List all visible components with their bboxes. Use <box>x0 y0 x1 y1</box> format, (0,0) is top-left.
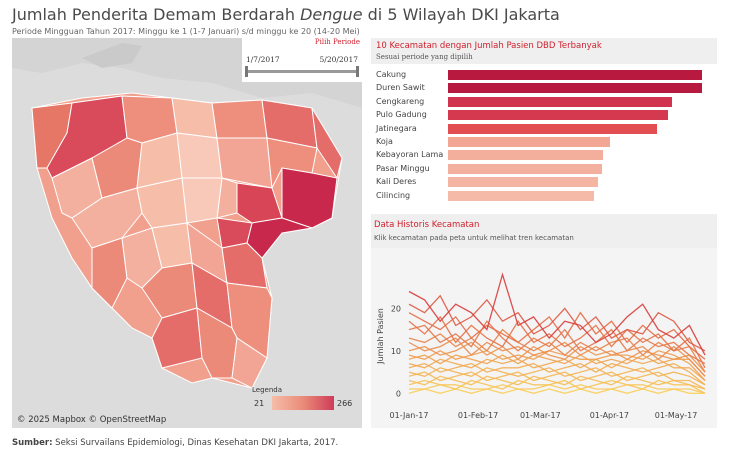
x-tick-label: 01-May-17 <box>655 411 698 420</box>
top10-bar[interactable] <box>448 110 668 121</box>
top10-bar-label: Duren Sawit <box>376 83 425 93</box>
top10-row[interactable]: Pulo Gadung <box>371 109 717 122</box>
x-tick-label: 01-Jan-17 <box>390 411 429 420</box>
legend-min: 21 <box>254 399 265 408</box>
top10-bar[interactable] <box>448 163 602 174</box>
x-tick-label: 01-Feb-17 <box>458 411 498 420</box>
history-series-line[interactable] <box>408 350 706 381</box>
title-text-end: di 5 Wilayah DKI Jakarta <box>362 5 560 24</box>
history-series-line[interactable] <box>408 272 706 356</box>
top10-bar[interactable] <box>448 96 673 107</box>
history-title: Data Historis Kecamatan <box>374 220 480 230</box>
map-canvas[interactable] <box>12 38 362 428</box>
top10-row[interactable]: Kali Deres <box>371 176 717 189</box>
history-header: Data Historis Kecamatan Klik kecamatan p… <box>371 214 717 248</box>
top10-bar-label: Kali Deres <box>376 177 417 187</box>
x-tick-label: 01-Apr-17 <box>590 411 629 420</box>
top10-bar[interactable] <box>448 123 658 134</box>
x-tick-label: 01-Mar-17 <box>520 411 561 420</box>
page-subtitle: Periode Mingguan Tahun 2017: Minggu ke 1… <box>12 27 360 36</box>
top10-bar-label: Cengkareng <box>376 96 425 106</box>
top10-subtitle: Sesuai periode yang dipilih <box>376 53 473 61</box>
period-slider-end-handle[interactable] <box>356 66 359 77</box>
top10-bar-label: Cakung <box>376 70 407 79</box>
top10-row[interactable]: Duren Sawit <box>371 82 717 95</box>
period-end-date[interactable]: 5/20/2017 <box>319 55 358 64</box>
page-title: Jumlah Penderita Demam Berdarah Dengue d… <box>12 5 560 24</box>
period-start-date[interactable]: 1/7/2017 <box>246 55 280 64</box>
history-chart-svg[interactable]: Jumlah Pasien 0 10 20 01-Jan-17 01-Feb-17 01-M… <box>371 248 717 428</box>
map-legend: Legenda 21 266 <box>248 386 358 422</box>
map-attribution[interactable]: © 2025 Mapbox © OpenStreetMap <box>17 415 167 425</box>
period-slider-track[interactable] <box>246 70 358 73</box>
top10-bar[interactable] <box>448 190 595 201</box>
top10-bar-label: Pasar Minggu <box>376 163 430 173</box>
top10-bar-label: Jatinegara <box>376 123 417 133</box>
history-series-line[interactable] <box>408 320 706 365</box>
title-text: Jumlah Penderita Demam Berdarah <box>12 5 301 24</box>
choropleth-map[interactable]: © 2025 Mapbox © OpenStreetMap Legenda 21… <box>12 38 362 428</box>
history-series-line[interactable] <box>408 311 706 360</box>
top10-row[interactable]: Pasar Minggu <box>371 163 717 176</box>
history-series-line[interactable] <box>408 388 705 394</box>
district-gambir[interactable] <box>176 132 223 179</box>
y-tick-label: 20 <box>391 304 401 313</box>
top10-bar[interactable] <box>448 177 598 188</box>
district-cipayung[interactable] <box>231 337 268 389</box>
y-axis-label: Jumlah Pasien <box>376 308 385 365</box>
source-note: Sumber: Seksi Survailans Epidemiologi, D… <box>12 438 339 448</box>
top10-bar-label: Cilincing <box>376 190 411 200</box>
district-tanjung-priok[interactable] <box>211 99 268 139</box>
history-series-line[interactable] <box>408 367 706 386</box>
district-cakung[interactable] <box>281 167 338 229</box>
legend-max: 266 <box>337 399 353 408</box>
top10-row[interactable]: Cilincing <box>371 190 717 203</box>
history-series-line[interactable] <box>408 371 706 390</box>
source-label: Sumber: <box>12 438 53 448</box>
top10-row[interactable]: Jatinegara <box>371 123 717 136</box>
top10-bar-label: Kebayoran Lama <box>376 150 444 160</box>
district-kebayoran-lama[interactable] <box>91 237 128 309</box>
title-italic-text: Dengue <box>300 5 363 24</box>
top10-bar-chart: Cakung Duren Sawit Cengkareng Pulo Gadung Ja… <box>371 69 717 204</box>
top10-bar[interactable] <box>448 83 702 94</box>
history-series-line[interactable] <box>408 341 706 373</box>
y-tick-label: 0 <box>396 389 401 398</box>
island-shape <box>82 43 142 68</box>
period-filter[interactable]: Pilih Periode 1/7/2017 5/20/2017 <box>242 38 362 82</box>
history-series-line[interactable] <box>408 375 706 390</box>
top10-header: 10 Kecamatan dengan Jumlah Pasien DBD Te… <box>371 38 717 64</box>
district-menteng[interactable] <box>181 177 223 224</box>
district-pademangan[interactable] <box>171 97 218 139</box>
top10-row[interactable]: Kebayoran Lama <box>371 149 717 162</box>
y-tick-label: 10 <box>391 347 401 356</box>
top10-row[interactable]: Cengkareng <box>371 96 717 109</box>
top10-row[interactable]: Cakung <box>371 69 717 82</box>
history-series-line[interactable] <box>408 337 706 377</box>
history-series-line[interactable] <box>409 384 706 394</box>
district-kramat-jati[interactable] <box>221 242 268 289</box>
history-subtitle: Klik kecamatan pada peta untuk melihat t… <box>374 234 574 242</box>
top10-bar[interactable] <box>448 70 702 80</box>
history-series-line[interactable] <box>408 362 706 386</box>
legend-gradient <box>272 396 334 410</box>
legend-title: Legenda <box>252 386 283 394</box>
history-series-line[interactable] <box>408 354 706 377</box>
top10-bar-label: Pulo Gadung <box>376 110 427 120</box>
history-line-chart[interactable]: Jumlah Pasien 0 10 20 01-Jan-17 01-Feb-17 01-M… <box>371 248 717 428</box>
history-series-line[interactable] <box>408 294 706 352</box>
top10-row[interactable]: Koja <box>371 136 717 149</box>
top10-bar[interactable] <box>448 137 611 147</box>
period-filter-label: Pilih Periode <box>314 38 360 46</box>
period-slider-start-handle[interactable] <box>245 66 248 77</box>
top10-bar-label: Koja <box>376 137 393 146</box>
top10-bar[interactable] <box>448 150 603 161</box>
district-group <box>31 92 343 389</box>
top10-title: 10 Kecamatan dengan Jumlah Pasien DBD Te… <box>376 41 602 51</box>
